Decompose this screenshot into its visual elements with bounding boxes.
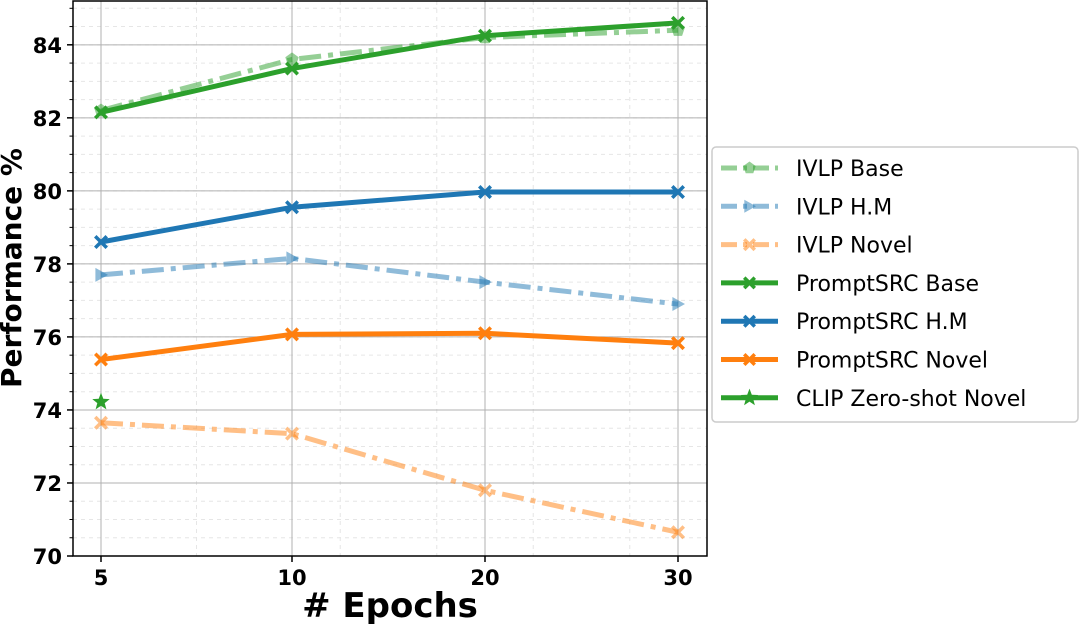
x-marker: [478, 184, 492, 199]
x-marker: [94, 415, 108, 430]
legend-entry: PromptSRC Base: [721, 272, 979, 297]
x-marker: [671, 184, 685, 199]
y-tick-label: 80: [33, 180, 62, 204]
legend-label: PromptSRC Novel: [796, 349, 988, 374]
pentagon-marker: [743, 161, 756, 174]
triangle-marker: [672, 297, 685, 312]
plot-frame: [72, 0, 708, 557]
legend-entry: IVLP Base: [721, 157, 904, 182]
series-ivlp-base: [94, 23, 685, 117]
triangle-marker: [744, 199, 756, 213]
series-promptsrc-base: [94, 15, 685, 120]
series-line: [100, 255, 679, 307]
x-marker: [285, 200, 299, 215]
x-marker: [671, 336, 685, 351]
y-tick-label: 70: [33, 545, 62, 569]
legend-label: PromptSRC H.M: [796, 310, 968, 335]
series-line: [100, 20, 679, 115]
star-marker: [740, 388, 759, 406]
y-tick-label: 82: [33, 107, 62, 131]
y-tick-label: 84: [33, 34, 62, 58]
legend-label: IVLP Novel: [796, 234, 913, 259]
x-tick-label: 5: [94, 566, 109, 590]
legend-label: PromptSRC Base: [796, 272, 979, 297]
x-marker: [478, 326, 492, 341]
series-line: [100, 420, 679, 535]
x-marker: [94, 234, 108, 249]
legend-entry: IVLP H.M: [721, 195, 892, 220]
legend-label: IVLP Base: [796, 157, 904, 182]
y-tick-label: 72: [33, 472, 62, 496]
x-marker: [94, 352, 108, 367]
series-line: [100, 330, 679, 363]
series-promptsrc-novel: [94, 326, 685, 367]
x-tick-label: 30: [663, 566, 692, 590]
triangle-marker: [286, 251, 299, 266]
x-axis-label: # Epochs: [302, 586, 478, 625]
x-marker: [743, 276, 756, 290]
y-tick-label: 78: [33, 253, 62, 277]
legend-box: [711, 146, 1079, 423]
y-axis-label: Performance %: [0, 148, 28, 388]
legend-entry: CLIP Zero-shot Novel: [721, 387, 1026, 412]
series-line: [100, 189, 678, 245]
triangle-marker: [479, 275, 492, 290]
x-marker: [743, 353, 756, 366]
x-marker: [743, 314, 756, 328]
x-marker: [285, 61, 299, 76]
series-promptsrc-h-m: [94, 184, 685, 249]
x-tick-label: 10: [277, 566, 306, 590]
series-clip-zero-shot-novel: [92, 392, 110, 410]
y-tick-label: 76: [33, 326, 62, 350]
x-marker: [743, 238, 756, 252]
legend-entry: PromptSRC Novel: [721, 349, 988, 374]
series-ivlp-novel: [94, 415, 685, 540]
x-marker: [285, 327, 299, 342]
minor-gridlines: [73, 1, 707, 557]
legend-entry: PromptSRC H.M: [721, 310, 968, 335]
star-marker: [92, 392, 110, 410]
x-tick-label: 20: [470, 566, 499, 590]
series-ivlp-h-m: [95, 251, 685, 312]
legend-entry: IVLP Novel: [721, 234, 913, 259]
x-marker: [94, 105, 108, 120]
series-line: [100, 27, 679, 113]
legend: IVLP Base IVLP H.M IVLP Novel PromptSRC Bas…: [711, 146, 1079, 423]
x-marker: [671, 15, 685, 30]
triangle-marker: [95, 267, 108, 282]
y-tick-label: 74: [33, 399, 62, 423]
x-marker: [478, 483, 492, 498]
legend-label: IVLP H.M: [796, 195, 892, 220]
x-marker: [285, 426, 299, 441]
x-marker: [671, 525, 685, 540]
series-layer: [92, 15, 685, 540]
y-axis-ticks: 70 72 74 76 78 80 82 84: [33, 7, 73, 569]
pentagon-marker: [285, 52, 299, 66]
x-axis-ticks: 5 10 20 30: [94, 556, 693, 590]
major-gridlines: [73, 1, 707, 557]
x-marker: [478, 28, 492, 43]
legend-label: CLIP Zero-shot Novel: [796, 387, 1026, 412]
